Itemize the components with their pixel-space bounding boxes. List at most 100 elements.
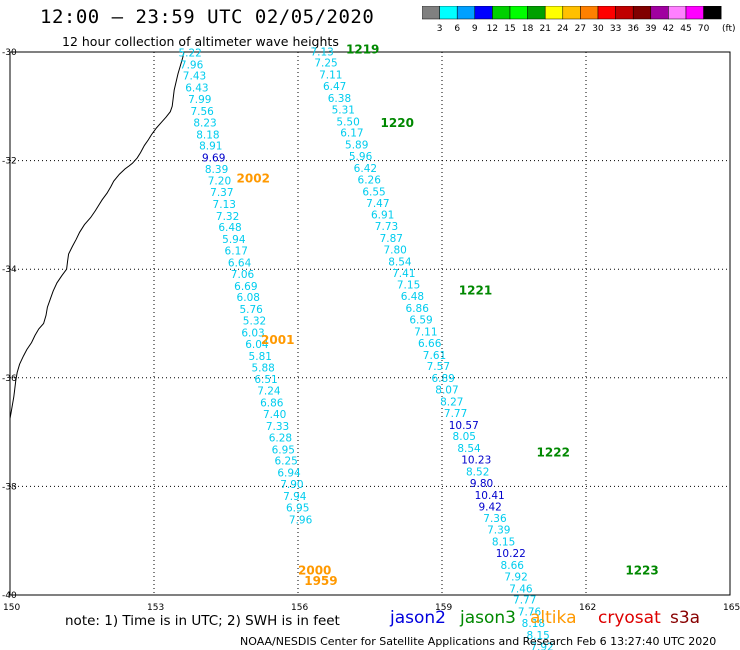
wave-height-label: 8.27 [440,396,463,408]
pass-time-label: 2001 [261,333,294,347]
lat-tick-label: -32 [2,157,17,167]
wave-height-label: 7.76 [518,607,542,619]
wave-height-label: 7.92 [530,641,553,650]
wave-height-label: 8.15 [526,630,549,642]
lat-tick-label: -38 [2,482,17,492]
lat-tick-label: -36 [2,374,17,384]
color-scale-label: 15 [504,24,515,34]
wave-height-label: 8.54 [457,443,481,455]
altimeter-track: 7.137.257.116.476.385.315.506.175.895.96… [310,46,553,650]
wave-height-label: 6.04 [245,339,269,351]
lon-tick-label: 162 [579,603,596,613]
wave-height-label: 6.86 [260,398,284,410]
wave-height-label: 8.66 [501,560,525,572]
wave-height-label: 6.48 [218,222,241,234]
wave-height-label: 8.15 [492,537,515,549]
wave-height-label: 7.87 [380,233,403,245]
color-scale-label: 27 [575,24,586,34]
wave-height-label: 10.57 [449,420,479,432]
wave-height-label: 6.28 [269,432,292,444]
wave-height-label: 9.42 [478,501,501,513]
wave-height-label: 7.73 [375,221,398,233]
wave-height-label: 6.59 [409,315,432,327]
wave-height-label: 9.80 [470,478,493,490]
wave-height-label: 5.88 [251,362,274,374]
color-scale-label: 18 [522,24,534,34]
wave-height-label: 6.17 [225,246,248,258]
wave-height-label: 7.06 [231,269,255,281]
coastline [9,51,185,419]
wave-height-label: 7.47 [366,198,389,210]
wave-height-label: 7.39 [487,525,510,537]
wave-height-label: 8.23 [193,117,216,129]
lon-tick-label: 153 [147,603,164,613]
lon-tick-label: 159 [435,603,452,613]
wave-height-label: 7.99 [188,94,211,106]
color-scale-unit: (ft) [722,24,736,34]
lat-tick-label: -34 [2,265,17,275]
color-scale-label: 6 [454,24,460,34]
wave-height-label: 6.95 [272,444,295,456]
wave-height-label: 6.64 [228,257,252,269]
wave-height-label: 7.20 [208,175,231,187]
wave-height-label: 6.25 [274,456,297,468]
wave-height-label: 6.91 [371,210,394,222]
pass-time-label: 1959 [304,574,337,588]
wave-height-label: 7.56 [190,106,214,118]
wave-height-label: 6.42 [354,163,377,175]
wave-height-label: 10.22 [496,548,526,560]
wave-height-label: 7.77 [513,595,536,607]
satellite-cryosat-label: cryosat [598,608,661,628]
wave-height-label: 8.18 [522,618,545,630]
color-swatch [703,6,722,20]
color-scale-label: 21 [539,24,550,34]
wave-height-label: 5.32 [243,316,266,328]
color-scale-label: 39 [645,24,657,34]
pass-time-label: 1219 [346,43,379,57]
pass-time-label: 1223 [625,563,658,577]
wave-height-label: 7.46 [509,583,533,595]
satellite-s3a-label: s3a [670,608,701,628]
wave-height-label: 7.11 [319,70,342,82]
wave-height-label: 6.94 [277,468,301,480]
wave-height-label: 6.86 [406,303,430,315]
wave-height-label: 5.81 [249,351,272,363]
wave-height-label: 6.69 [234,281,257,293]
wave-height-label: 7.13 [213,199,236,211]
wave-height-label: 7.96 [289,514,313,526]
wave-height-label: 7.41 [392,268,415,280]
wave-height-label: 6.17 [340,128,363,140]
wave-height-label: 6.26 [358,174,382,186]
pass-time-label: 1221 [459,284,492,298]
wave-height-label: 10.23 [461,455,491,467]
credit-footer: NOAA/NESDIS Center for Satellite Applica… [240,635,717,648]
wave-height-label: 8.52 [466,467,489,479]
satellite-altika-label: altika [530,608,577,628]
wave-height-label: 7.80 [383,244,406,256]
wave-height-label: 7.40 [263,409,286,421]
wave-height-label: 5.22 [178,47,201,59]
wave-height-label: 7.92 [504,571,527,583]
altimeter-track: 5.227.967.436.437.997.568.238.188.919.69… [178,47,312,526]
color-scale-label: 36 [627,24,639,34]
color-scale-label: 70 [698,24,710,34]
lat-tick-label: -30 [2,48,17,58]
pass-time-label: 2002 [237,171,270,185]
color-scale-label: 45 [680,24,691,34]
wave-height-label: 9.69 [202,153,225,165]
wave-height-label: 8.91 [199,141,222,153]
color-scale-label: 12 [487,24,498,34]
wave-height-label: 7.24 [257,386,281,398]
wave-height-label: 7.90 [280,479,303,491]
wave-height-label: 6.95 [286,502,309,514]
color-scale-label: 24 [557,24,569,34]
color-scale-label: 3 [437,24,443,34]
wave-height-label: 6.89 [431,373,454,385]
pass-time-label: 1222 [537,446,570,460]
color-scale-label: 42 [663,24,674,34]
wave-height-label: 7.13 [310,46,333,58]
satellite-jason2-label: jason2 [390,608,446,628]
satellite-jason3-label: jason3 [460,608,516,628]
map-frame [9,51,731,596]
